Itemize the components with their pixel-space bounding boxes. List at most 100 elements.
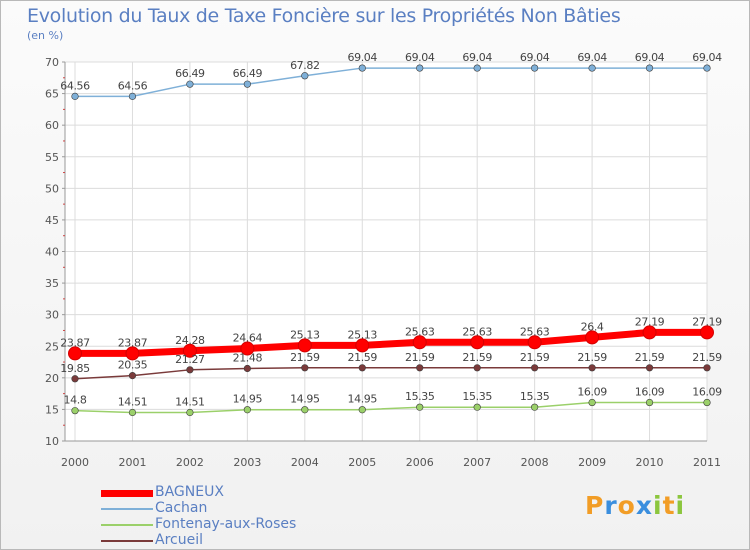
data-label: 69.04 xyxy=(635,51,665,64)
data-point xyxy=(358,364,366,372)
legend-label: Arcueil xyxy=(155,532,203,548)
data-label: 25.63 xyxy=(520,325,550,338)
y-tick-label: 55 xyxy=(45,151,59,164)
data-point xyxy=(186,408,194,417)
data-point xyxy=(186,80,194,88)
legend-label: Cachan xyxy=(155,500,208,516)
data-point xyxy=(473,403,481,411)
data-point xyxy=(125,346,140,361)
data-label: 25.63 xyxy=(405,325,435,338)
data-label: 24.28 xyxy=(175,334,205,347)
x-tick-label: 2004 xyxy=(291,456,319,469)
data-label: 69.04 xyxy=(405,51,435,64)
data-label: 21.27 xyxy=(175,353,205,366)
data-point xyxy=(416,403,424,411)
y-tick-label: 10 xyxy=(45,435,59,448)
data-point xyxy=(416,64,424,72)
data-label: 66.49 xyxy=(233,67,263,80)
axes: 10 15 20 25 30 35 40 45 50 55 60 65 70 2000 2001 2002 20… xyxy=(45,56,721,469)
y-tick-label: 45 xyxy=(45,214,59,227)
data-point xyxy=(68,346,82,361)
data-label: 14.95 xyxy=(233,393,263,406)
data-point xyxy=(297,338,312,353)
chart-title: Evolution du Taux de Taxe Foncière sur l… xyxy=(27,5,621,27)
data-point xyxy=(355,338,370,353)
data-label: 15.35 xyxy=(520,390,550,403)
series-line-arcueil xyxy=(74,367,707,380)
data-label: 21.48 xyxy=(233,351,263,364)
logo-letter: i xyxy=(653,491,663,520)
data-labels: 64.56 64.56 66.49 66.49 67.82 69.04 69.04 69.04… xyxy=(60,51,722,408)
x-tick-label: 2008 xyxy=(521,456,549,469)
data-label: 23.87 xyxy=(118,336,148,349)
data-label: 15.35 xyxy=(405,390,435,403)
data-point xyxy=(243,80,251,88)
data-label: 19.85 xyxy=(60,362,90,375)
data-label: 25.13 xyxy=(290,328,320,341)
data-label: 20.35 xyxy=(118,359,148,372)
data-point xyxy=(645,64,654,72)
data-label: 14.8 xyxy=(64,394,87,407)
data-label: 66.49 xyxy=(175,67,205,80)
data-label: 21.59 xyxy=(405,351,435,364)
y-tick-label: 15 xyxy=(45,403,59,416)
x-tick-label: 2003 xyxy=(233,456,261,469)
data-point xyxy=(243,406,251,414)
data-label: 69.04 xyxy=(348,51,378,64)
data-label: 69.04 xyxy=(462,51,492,64)
data-label: 14.51 xyxy=(118,396,148,409)
legend-swatch xyxy=(101,508,153,510)
data-point xyxy=(358,64,366,72)
proxiti-logo: Proxiti xyxy=(585,491,685,520)
data-label: 14.95 xyxy=(348,393,378,406)
data-point xyxy=(416,364,424,372)
y-tick-label: 25 xyxy=(45,340,59,353)
legend-label: BAGNEUX xyxy=(155,484,224,500)
data-point xyxy=(645,364,654,372)
data-label: 15.35 xyxy=(462,390,492,403)
data-label: 27.19 xyxy=(635,315,665,328)
data-label: 21.59 xyxy=(520,351,550,364)
data-point xyxy=(703,64,711,72)
data-point xyxy=(531,403,539,411)
data-label: 64.56 xyxy=(118,79,148,92)
data-label: 27.19 xyxy=(692,315,722,328)
data-point xyxy=(301,406,309,414)
data-label: 67.82 xyxy=(290,59,320,72)
data-point xyxy=(182,343,197,358)
data-point xyxy=(588,398,596,407)
data-label: 21.59 xyxy=(290,351,320,364)
unit-label: (en %) xyxy=(27,29,64,42)
data-label: 21.59 xyxy=(348,351,378,364)
legend-label: Fontenay-aux-Roses xyxy=(155,516,297,532)
data-point xyxy=(531,364,539,372)
data-point xyxy=(473,364,481,372)
data-point xyxy=(243,364,251,373)
data-point xyxy=(186,366,194,374)
data-point xyxy=(358,406,366,414)
series-line-fontenay-aux-roses xyxy=(74,401,707,414)
data-point xyxy=(527,335,542,350)
data-point xyxy=(642,325,657,340)
data-label: 16.09 xyxy=(692,386,722,399)
data-point xyxy=(128,92,137,100)
x-tick-label: 2009 xyxy=(578,456,606,469)
x-tick-label: 2001 xyxy=(118,456,146,469)
data-label: 69.04 xyxy=(520,51,550,64)
x-tick-label: 2011 xyxy=(693,456,721,469)
data-point xyxy=(240,341,255,356)
data-label: 21.59 xyxy=(635,351,665,364)
y-tick-label: 40 xyxy=(45,246,59,259)
data-point xyxy=(128,408,137,417)
data-point xyxy=(71,92,79,100)
data-point xyxy=(585,330,600,345)
y-tick-label: 35 xyxy=(45,277,59,290)
data-point xyxy=(301,72,309,80)
logo-letter: x xyxy=(635,491,653,520)
x-tick-label: 2005 xyxy=(348,456,376,469)
data-label: 69.04 xyxy=(692,51,722,64)
data-point xyxy=(470,335,485,350)
grid xyxy=(65,61,708,442)
